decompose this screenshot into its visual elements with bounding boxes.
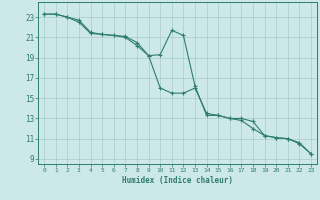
X-axis label: Humidex (Indice chaleur): Humidex (Indice chaleur)	[122, 176, 233, 185]
